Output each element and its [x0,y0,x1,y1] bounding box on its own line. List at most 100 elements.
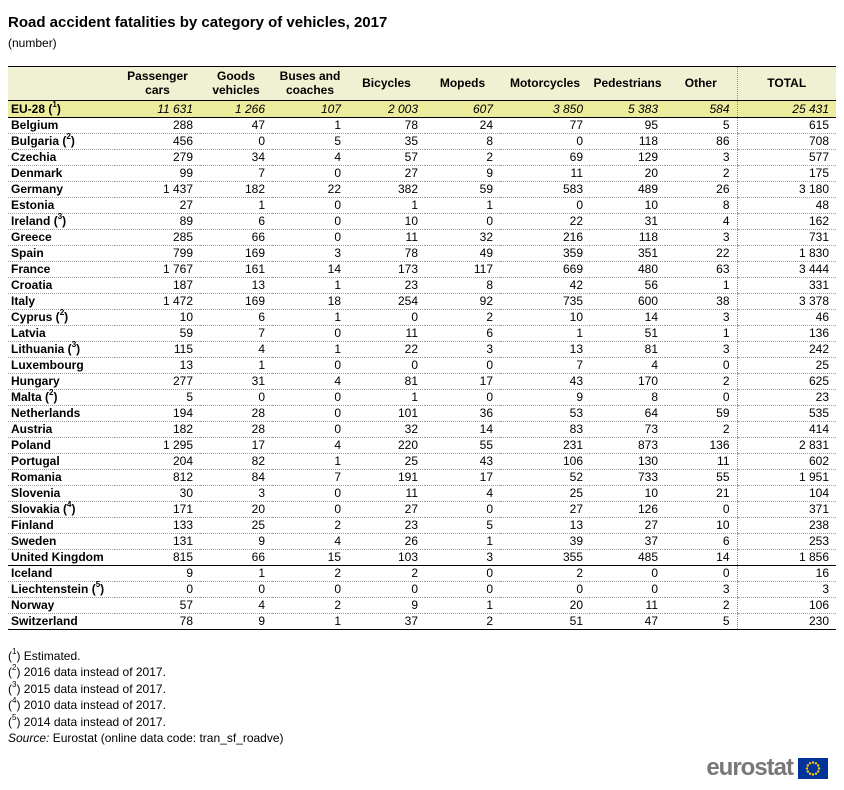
value-cell: 32 [425,229,500,246]
footnote: (2) 2016 data instead of 2017. [8,663,166,680]
value-cell: 0 [272,213,348,230]
value-cell: 1 [665,325,737,342]
value-cell: 3 850 [500,99,590,118]
value-cell: 731 [736,229,836,246]
value-cell: 5 383 [590,99,665,118]
value-cell: 9 [500,389,590,406]
value-cell: 2 [272,517,348,534]
value-cell: 0 [272,229,348,246]
value-cell: 42 [500,277,590,294]
value-cell: 1 [272,613,348,630]
value-cell: 600 [590,293,665,310]
value-cell: 106 [500,453,590,470]
value-cell: 99 [115,165,200,182]
country-label: Denmark [8,165,115,182]
value-cell: 129 [590,149,665,166]
value-cell: 669 [500,261,590,278]
value-cell: 46 [736,309,836,326]
value-cell: 25 431 [736,99,836,118]
value-cell: 3 [272,245,348,262]
table-row: France 1 767 161 14 173 117 669 480 63 3 444 [8,261,836,278]
value-cell: 0 [272,581,348,598]
value-cell: 2 [425,149,500,166]
value-cell: 4 [272,149,348,166]
table-body: EU-28 (1) 11 631 1 266 107 2 003 607 3 850 5 38… [8,99,836,630]
table-row: Cyprus (2) 10 6 1 0 2 10 14 3 46 [8,309,836,326]
value-cell: 4 [272,437,348,454]
table-row: Iceland 9 1 2 2 0 2 0 0 16 [8,565,836,582]
value-cell: 43 [425,453,500,470]
value-cell: 10 [590,197,665,214]
value-cell: 17 [200,437,272,454]
country-label: Lithuania (3) [8,340,115,358]
table-row: Romania 812 84 7 191 17 52 733 55 1 951 [8,469,836,486]
value-cell: 625 [736,373,836,390]
value-cell: 175 [736,165,836,182]
value-cell: 14 [272,261,348,278]
value-cell: 1 [200,357,272,374]
value-cell: 0 [272,389,348,406]
value-cell: 161 [200,261,272,278]
value-cell: 107 [272,99,348,118]
value-cell: 216 [500,229,590,246]
value-cell: 28 [200,405,272,422]
value-cell: 103 [348,549,425,566]
value-cell: 0 [272,325,348,342]
value-cell: 43 [500,373,590,390]
value-cell: 0 [665,357,737,374]
value-cell: 27 [590,517,665,534]
value-cell: 25 [500,485,590,502]
value-cell: 11 [590,597,665,614]
table-row: Belgium 288 47 1 78 24 77 95 5 615 [8,117,836,134]
country-label: Malta (2) [8,389,115,406]
value-cell: 14 [665,549,737,566]
table-row: Latvia 59 7 0 11 6 1 51 1 136 [8,325,836,342]
value-cell: 47 [590,613,665,630]
value-cell: 92 [425,293,500,310]
value-cell: 20 [200,501,272,518]
country-label: Iceland [8,565,115,582]
value-cell: 0 [665,565,737,582]
value-cell: 106 [736,597,836,614]
value-cell: 57 [348,149,425,166]
country-label: Greece [8,229,115,246]
value-cell: 2 [348,565,425,582]
country-label: Slovakia (4) [8,501,115,518]
footnote-marker: 5 [95,580,101,590]
value-cell: 37 [590,533,665,550]
value-cell: 480 [590,261,665,278]
country-label: Netherlands [8,405,115,422]
country-label: Switzerland [8,613,115,630]
value-cell: 25 [736,357,836,374]
value-cell: 11 [500,165,590,182]
value-cell: 83 [500,421,590,438]
value-cell: 13 [500,517,590,534]
value-cell: 0 [425,565,500,582]
value-cell: 1 295 [115,437,200,454]
footnote: (3) 2015 data instead of 2017. [8,679,166,696]
value-cell: 101 [348,405,425,422]
footnote-marker: 4 [12,696,17,706]
value-cell: 1 [272,453,348,470]
value-cell: 1 [665,277,737,294]
country-label: United Kingdom [8,549,115,566]
value-cell: 6 [200,213,272,230]
value-cell: 66 [200,549,272,566]
value-cell: 10 [500,309,590,326]
value-cell: 169 [200,245,272,262]
value-cell: 7 [272,469,348,486]
value-cell: 47 [200,117,272,134]
footnote-marker: 1 [12,646,17,656]
value-cell: 11 631 [115,99,200,118]
value-cell: 708 [736,133,836,150]
value-cell: 0 [200,581,272,598]
table-row: Greece 285 66 0 11 32 216 118 3 731 [8,229,836,246]
value-cell: 3 [200,485,272,502]
value-cell: 59 [425,181,500,198]
value-cell: 34 [200,149,272,166]
value-cell: 1 951 [736,469,836,486]
value-cell: 14 [590,309,665,326]
value-cell: 5 [425,517,500,534]
footnote-marker: 3 [71,340,77,350]
value-cell: 24 [425,117,500,134]
